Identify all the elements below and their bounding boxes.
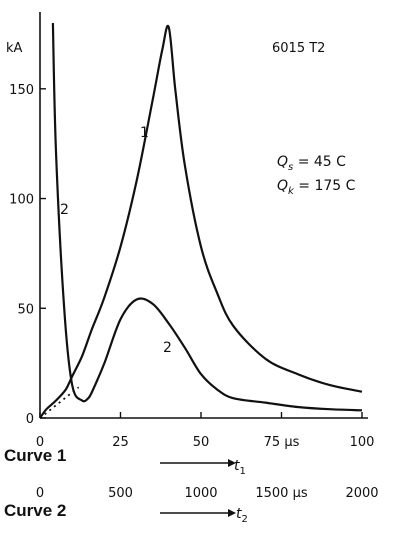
qs-subscript: s [288, 162, 293, 173]
axis-1-arrow-head [228, 459, 236, 467]
qs-annotation: Qs = 45 C [277, 154, 346, 173]
axis-1-tick-label: 50 [193, 435, 210, 450]
extrapolation-dotted-line [39, 386, 80, 419]
axis-1-tick-label: 25 [112, 435, 129, 450]
axis-2-tick-label: 0 [36, 486, 44, 501]
axis-1-tick-label: 75 µs [264, 435, 300, 450]
curve-1-caption: Curve 1 [4, 446, 66, 465]
axis-2-tick-label: 1500 µs [255, 486, 307, 501]
axis-1-var-sub: 1 [240, 466, 246, 477]
series-2-line [51, 22, 363, 412]
axis-2-tick-label: 2000 [345, 486, 378, 501]
qk-value: = 175 C [294, 178, 356, 194]
qk-symbol: Q [277, 178, 288, 194]
y-tick-label: 100 [9, 193, 34, 208]
axis-1-tick-label: 0 [36, 435, 44, 450]
axis-1-variable: t1 [234, 458, 246, 477]
qs-value: = 45 C [293, 154, 346, 170]
axis-1-var-letter: t [234, 458, 240, 474]
curve-2-label-right: 2 [163, 340, 172, 356]
chart-texts: kA 6015 T2 Qs = 45 C Qk = 175 C 1 2 2 Cu… [4, 41, 356, 525]
axis-2-tick-label: 1000 [184, 486, 217, 501]
qk-subscript: k [288, 186, 295, 197]
axis-2-variable: t2 [236, 506, 248, 525]
curve-1-label: 1 [140, 125, 149, 141]
y-unit-label: kA [6, 41, 23, 56]
y-tick-label: 0 [26, 412, 34, 427]
axis-1-tick-label: 100 [350, 435, 375, 450]
corner-label: 6015 T2 [272, 41, 325, 56]
y-tick-label: 150 [9, 83, 34, 98]
qs-symbol: Q [277, 154, 288, 170]
y-tick-label: 50 [17, 302, 34, 317]
curve-2-caption: Curve 2 [4, 501, 66, 520]
axis-2-var-letter: t [236, 506, 242, 522]
axis-2-tick-label: 500 [108, 486, 133, 501]
series-1-line [39, 24, 363, 419]
curve-2-label-left: 2 [60, 202, 69, 218]
axis-2-arrow-head [228, 509, 236, 517]
curves [39, 22, 363, 419]
qk-annotation: Qk = 175 C [277, 178, 356, 197]
axis-2-var-sub: 2 [242, 514, 248, 525]
